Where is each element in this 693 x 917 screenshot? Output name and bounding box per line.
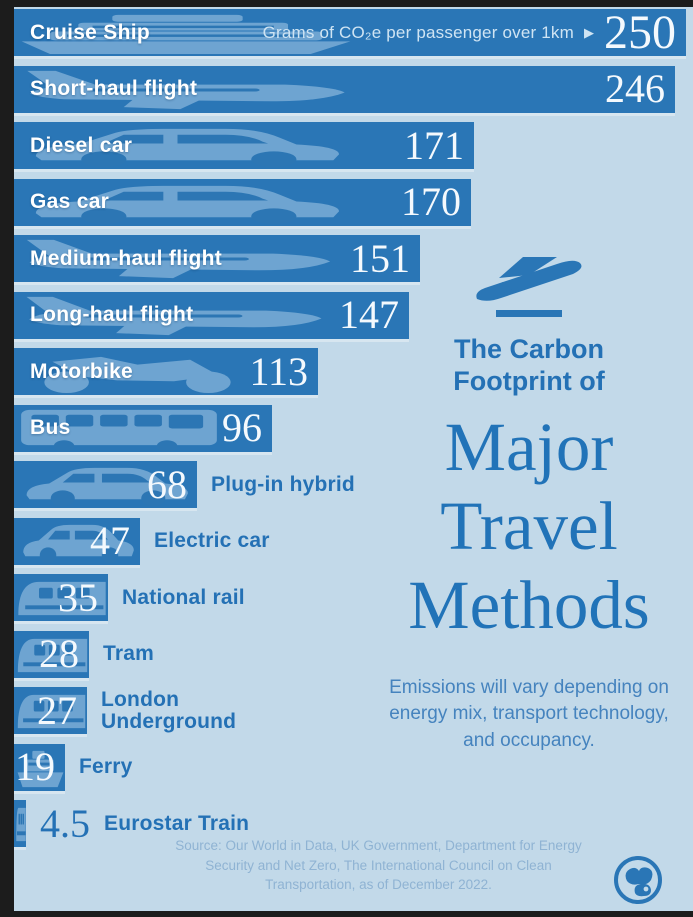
bar-row-diesel-car: Diesel car 171 — [14, 122, 693, 169]
title-line-2: Travel — [440, 487, 618, 564]
bar-row-national-rail: 35 National rail — [14, 574, 693, 621]
bar-label-short-haul-flight: Short-haul flight — [30, 77, 198, 100]
bar-value-electric-car: 47 — [90, 518, 130, 563]
bar-gas-car: Gas car 170 — [14, 178, 471, 226]
bar-row-ferry: 19 Ferry — [14, 743, 693, 791]
bar-cruise-ship: Cruise Ship Grams of CO₂e per passenger o… — [14, 7, 686, 59]
bar-annotation-ferry: Ferry — [79, 744, 133, 791]
bar-short-haul-flight: Short-haul flight 246 — [14, 65, 675, 113]
bar-value-eurostar-train: 4.5 — [40, 800, 90, 846]
bar-tram: 28 — [14, 630, 89, 678]
bar-value-london-underground: 27 — [37, 687, 77, 733]
bar-value-diesel-car: 171 — [404, 122, 464, 168]
train-silhouette-icon — [16, 800, 26, 847]
title-panel: The Carbon Footprint of Major Travel Met… — [371, 247, 687, 755]
bar-label-london-underground: London Underground — [101, 687, 237, 733]
bar-plug-in-hybrid: 68 — [14, 461, 197, 508]
bar-row-plug-in-hybrid: 68 Plug-in hybrid — [14, 461, 693, 508]
plane-takeoff-icon — [476, 257, 582, 317]
bar-chart: Cruise Ship Grams of CO₂e per passenger o… — [14, 7, 693, 857]
bar-row-electric-car: 47 Electric car — [14, 517, 693, 565]
bar-value-motorbike: 113 — [249, 348, 308, 394]
chart-title: Major Travel Methods — [408, 408, 650, 645]
infographic-sheet: Cruise Ship Grams of CO₂e per passenger o… — [14, 7, 693, 911]
bar-long-haul-flight: Long-haul flight 147 — [14, 291, 409, 339]
bar-label-eurostar-train: Eurostar Train — [104, 811, 250, 835]
bar-value-medium-haul-flight: 151 — [350, 235, 410, 281]
bar-medium-haul-flight: Medium-haul flight 151 — [14, 235, 420, 282]
bar-row-gas-car: Gas car 170 — [14, 178, 693, 226]
bar-motorbike: Motorbike 113 — [14, 348, 318, 395]
bar-row-cruise-ship: Cruise Ship Grams of CO₂e per passenger o… — [14, 7, 693, 59]
source-note: Source: Our World in Data, UK Government… — [175, 838, 582, 893]
bar-label-national-rail: National rail — [122, 585, 245, 609]
bar-value-national-rail: 35 — [58, 574, 98, 620]
chart-kicker: The Carbon Footprint of — [453, 333, 604, 398]
bar-row-motorbike: Motorbike 113 — [14, 348, 693, 395]
bar-label-tram: Tram — [103, 642, 154, 666]
bar-row-long-haul-flight: Long-haul flight 147 — [14, 291, 693, 339]
bar-annotation-electric-car: Electric car — [154, 518, 270, 565]
kicker-line-2: Footprint of — [453, 366, 605, 397]
publisher-logo — [614, 856, 662, 904]
bar-annotation-london-underground: London Underground — [101, 687, 261, 734]
bar-annotation-tram: Tram — [103, 631, 154, 678]
bar-annotation-national-rail: National rail — [122, 574, 245, 621]
bar-eurostar-train — [14, 800, 26, 847]
bar-label-medium-haul-flight: Medium-haul flight — [30, 246, 223, 270]
bar-row-medium-haul-flight: Medium-haul flight 151 — [14, 235, 693, 282]
bar-row-london-underground: 27 London Underground — [14, 687, 693, 734]
bar-label-motorbike: Motorbike — [30, 359, 134, 383]
bar-diesel-car: Diesel car 171 — [14, 122, 474, 169]
bar-label-bus: Bus — [30, 416, 71, 439]
bar-value-cruise-ship: 250 — [604, 7, 676, 59]
bar-national-rail: 35 — [14, 574, 108, 621]
bar-electric-car: 47 — [14, 517, 140, 565]
bar-value-ferry: 19 — [15, 744, 55, 789]
title-line-3: Methods — [408, 566, 650, 643]
bar-annotation-eurostar-train: 4.5 Eurostar Train — [40, 800, 249, 847]
bar-row-tram: 28 Tram — [14, 630, 693, 678]
bar-london-underground: 27 — [14, 687, 87, 734]
bar-value-plug-in-hybrid: 68 — [147, 461, 187, 507]
bar-row-short-haul-flight: Short-haul flight 246 — [14, 65, 693, 113]
bar-label-electric-car: Electric car — [154, 529, 270, 553]
bar-annotation-plug-in-hybrid: Plug-in hybrid — [211, 461, 355, 508]
bar-value-tram: 28 — [39, 631, 79, 676]
bar-value-long-haul-flight: 147 — [339, 292, 399, 337]
bar-label-gas-car: Gas car — [30, 190, 110, 213]
bar-row-bus: Bus 96 — [14, 404, 693, 452]
bar-bus: Bus 96 — [14, 404, 272, 452]
axis-caption-group: Grams of CO₂e per passenger over 1km ▶ 250 — [262, 7, 676, 59]
bar-value-bus: 96 — [222, 405, 262, 450]
title-line-1: Major — [444, 408, 614, 485]
bar-label-plug-in-hybrid: Plug-in hybrid — [211, 472, 355, 496]
bar-label-long-haul-flight: Long-haul flight — [30, 303, 194, 326]
bar-value-short-haul-flight: 246 — [605, 66, 665, 111]
axis-caption: Grams of CO₂e per passenger over 1km — [262, 22, 574, 42]
bar-row-eurostar-train: 4.5 Eurostar Train — [14, 800, 693, 847]
chart-subtitle: Emissions will vary depending on energy … — [389, 676, 669, 751]
bar-label-ferry: Ferry — [79, 755, 133, 779]
bar-ferry: 19 — [14, 743, 65, 791]
kicker-line-1: The Carbon — [453, 334, 604, 364]
bar-label-cruise-ship: Cruise Ship — [30, 20, 150, 44]
bar-value-gas-car: 170 — [401, 179, 461, 224]
arrow-right-icon: ▶ — [584, 24, 594, 40]
bar-label-diesel-car: Diesel car — [30, 133, 133, 157]
